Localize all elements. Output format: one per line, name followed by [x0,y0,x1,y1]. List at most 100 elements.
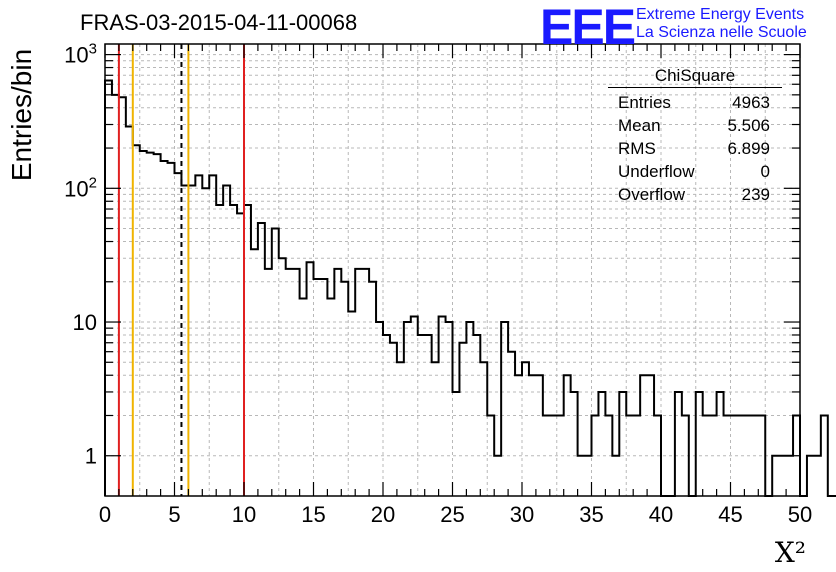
chart-title: FRAS-03-2015-04-11-00068 [80,10,358,35]
stats-box: ChiSquare Entries 4963 Mean 5.506 RMS 6.899… [608,66,782,206]
x-axis-label: X² [774,536,806,569]
x-tick-label: 10 [232,502,256,527]
x-tick-label: 15 [301,502,325,527]
histogram-bin [126,126,133,496]
grid-lines [105,44,800,496]
histogram-bin [647,375,654,496]
histogram-step-line [104,79,836,497]
histogram-bin [161,161,168,496]
histogram-bin [258,223,265,496]
histogram-bin [557,415,564,496]
histogram-bin [682,415,689,496]
histogram-bin [223,185,230,496]
histogram-bin [341,282,348,496]
histogram-bin [675,392,682,496]
histogram-bin [334,269,341,496]
histogram-bin [112,95,119,496]
stats-name: ChiSquare [608,66,782,88]
histogram-bin [564,375,571,496]
histogram-bin [515,375,522,496]
stats-value: 239 [741,185,770,204]
histogram-bin [821,415,828,496]
histogram-bin [355,269,362,496]
y-tick-label: 103 [64,41,97,68]
y-axis-label: Entries/bin [6,48,37,182]
histogram-bin [244,205,251,496]
stats-value: 5.506 [727,116,770,135]
histogram-bin [536,375,543,496]
stats-row: RMS 6.899 [612,137,778,160]
stats-label: Overflow [618,185,686,204]
histogram-bin [202,188,209,496]
histogram-bin [744,415,751,496]
x-tick-label: 30 [510,502,534,527]
histogram-bin [578,456,585,496]
x-tick-label: 50 [788,502,812,527]
y-tick-label: 10 [73,310,97,335]
stats-row: Overflow 239 [612,183,778,206]
histogram-bin [362,269,369,496]
histogram-bin [181,185,188,496]
histogram-bin [237,213,244,496]
histogram-bin [425,335,432,496]
stats-label: RMS [618,139,656,158]
histogram-series [104,79,836,497]
histogram-bin [543,415,550,496]
histogram-bin [168,163,175,496]
histogram-bin [272,229,279,496]
histogram-bin [286,269,293,496]
histogram-bin [376,322,383,496]
histogram-bin [501,322,508,496]
histogram-bin [383,335,390,496]
histogram-bin [195,175,202,496]
histogram-bin [404,322,411,496]
histogram-bin [466,322,473,496]
histogram-bin [209,175,216,496]
x-tick-label: 20 [371,502,395,527]
histogram-bin [508,352,515,496]
histogram-bin [550,415,557,496]
histogram-bin [473,335,480,496]
histogram-bin [300,298,307,496]
histogram-bin [314,279,321,496]
stats-row: Entries 4963 [612,91,778,114]
histogram-bin [696,392,703,496]
histogram-bin [307,262,314,496]
histogram-bin [133,145,140,496]
histogram-bin [605,415,612,496]
x-tick-label: 5 [168,502,180,527]
histogram-bin [772,456,779,496]
histogram-bin [320,279,327,496]
histogram-bin [737,415,744,496]
histogram-bin [619,392,626,496]
histogram-bin [487,415,494,496]
histogram-bin [216,205,223,496]
histogram-bin [529,375,536,496]
histogram-bin [265,269,272,496]
histogram-bin [640,375,647,496]
histogram-bin [147,153,154,496]
stats-value: 0 [760,162,770,181]
histogram-bin [807,456,814,496]
stats-row: Mean 5.506 [612,114,778,137]
histogram-bin [717,392,724,496]
y-tick-label: 102 [64,174,97,201]
histogram-bin [432,362,439,496]
x-tick-label: 35 [579,502,603,527]
histogram-bin [814,456,821,496]
histogram-bin [140,151,147,496]
histogram-bin [585,456,592,496]
histogram-bin [612,456,619,496]
stats-label: Mean [618,116,661,135]
histogram-bin [446,322,453,496]
histogram-bin [293,269,300,496]
histogram-bin [480,362,487,496]
histogram-bin [626,415,633,496]
logo-line-1: Extreme Energy Events [636,6,805,23]
histogram-bin [654,415,661,496]
histogram-bin [251,249,258,496]
histogram-bin [598,392,605,496]
y-axis-label-wrap: Entries/bin [6,40,38,190]
histogram-bin [494,456,501,496]
